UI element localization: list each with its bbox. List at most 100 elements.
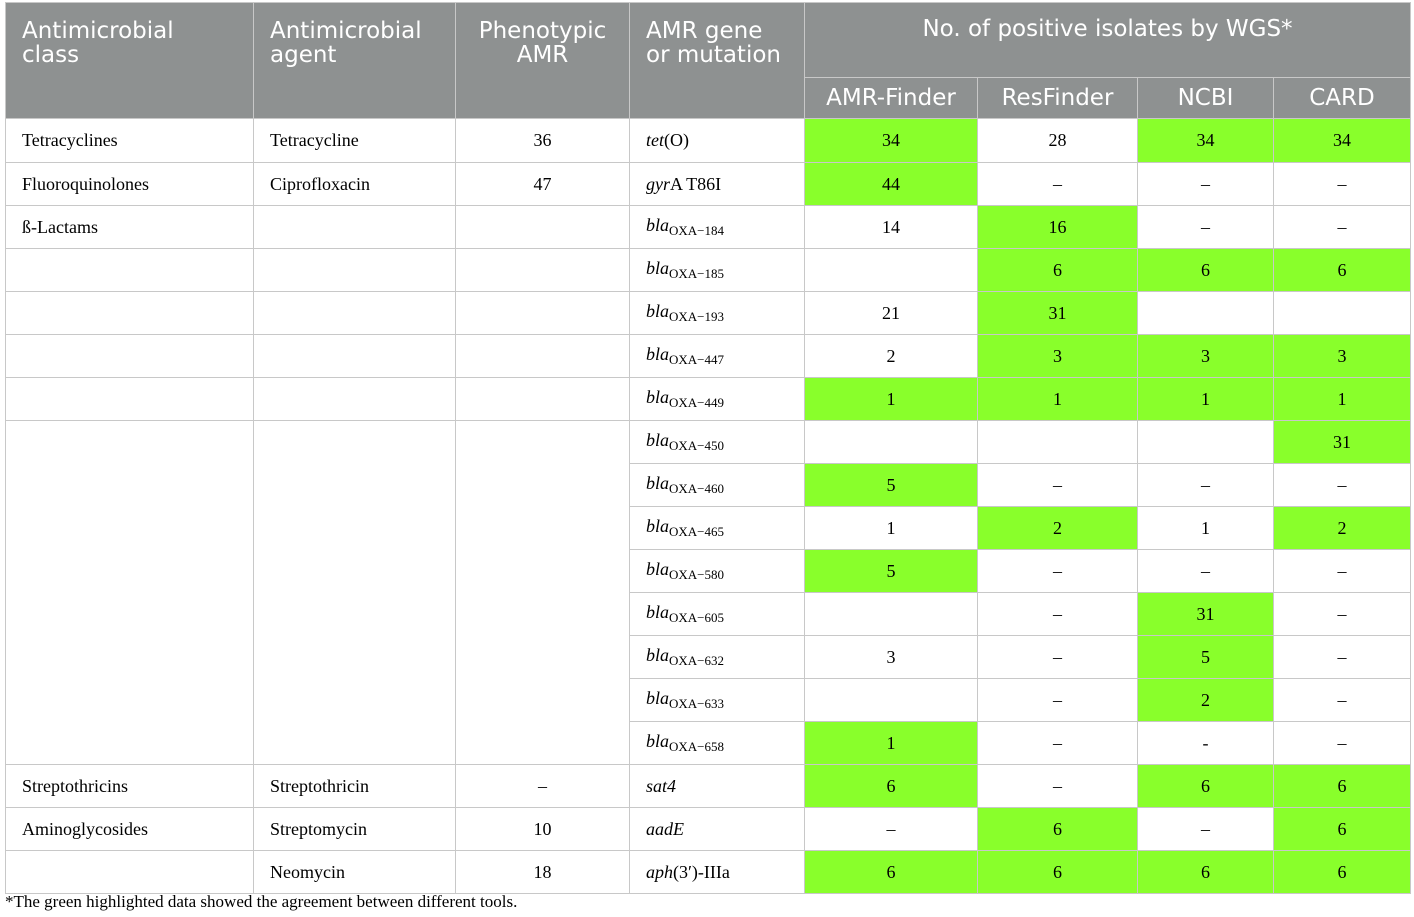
cell-count-ncbi: 3 [1137, 334, 1274, 378]
cell-count-amrfinder: 1 [804, 506, 978, 550]
cell-count-card: 31 [1272, 420, 1412, 464]
cell-count-card: – [1272, 678, 1412, 722]
header-positive-isolates: No. of positive isolates by WGS* [803, 2, 1412, 78]
cell-amr-gene: blaOXA−193 [629, 291, 805, 335]
table-row: blaOXA−185 6 6 6 [5, 248, 1412, 292]
amr-table: Antimicrobial class Antimicrobial agent … [5, 2, 1412, 894]
cell-count-amrfinder: 44 [804, 162, 978, 206]
cell-antimicrobial-agent [253, 248, 456, 292]
cell-phenotypic-amr [455, 248, 630, 292]
cell-amr-gene: blaOXA−185 [629, 248, 805, 292]
cell-amr-gene: tet(O) [629, 118, 805, 163]
gene-name: bla [646, 215, 670, 235]
cell-count-ncbi: 31 [1137, 592, 1274, 636]
gene-name: bla [646, 387, 670, 407]
cell-count-resfinder: 2 [977, 506, 1138, 550]
cell-antimicrobial-class [5, 850, 254, 894]
gene-name: aadE [646, 818, 684, 839]
gene-suffix: (3′)-IIIa [673, 861, 730, 882]
cell-antimicrobial-agent [253, 291, 456, 335]
cell-count-amrfinder: 1 [804, 377, 978, 421]
cell-antimicrobial-agent [253, 377, 456, 421]
cell-antimicrobial-class [5, 377, 254, 421]
cell-antimicrobial-agent: Streptothricin [253, 764, 456, 808]
cell-amr-gene: blaOXA−465 [629, 506, 805, 550]
gene-name: aph [646, 861, 673, 882]
gene-name: bla [646, 688, 670, 708]
table-row: blaOXA−460 5– – – [6, 463, 1412, 507]
cell-count-card: 3 [1272, 334, 1412, 378]
table-row: blaOXA−632 3–5– [6, 635, 1412, 679]
cell-amr-gene: blaOXA−460 [629, 463, 805, 507]
table-row: blaOXA−658 1– - – [6, 721, 1412, 765]
cell-amr-gene: blaOXA−605 [629, 592, 805, 636]
cell-count-amrfinder [804, 248, 978, 292]
header-phenotypic-amr: Phenotypic AMR [455, 2, 630, 119]
gene-name: bla [646, 473, 670, 493]
cell-phenotypic-amr: 36 [455, 118, 630, 163]
header-amr-gene: AMR gene or mutation [629, 2, 805, 119]
table-row: Aminoglycosides Streptomycin 10 aadE –6–6 [5, 807, 1412, 851]
gene-variant: OXA−580 [669, 567, 725, 582]
cell-phenotypic-amr [455, 334, 630, 378]
cell-count-ncbi: 1 [1137, 506, 1274, 550]
cell-antimicrobial-class: Tetracyclines [5, 118, 254, 163]
cell-count-resfinder: 1 [977, 377, 1138, 421]
gene-variant: OXA−633 [669, 696, 725, 711]
cell-count-resfinder: 6 [977, 850, 1138, 894]
cell-count-amrfinder [804, 592, 978, 636]
table-row: Neomycin 18 aph(3′)-IIIa 6 6 6 6 [5, 850, 1412, 894]
table-row: blaOXA−449 1 1 1 1 [5, 377, 1412, 421]
gene-name: bla [646, 559, 670, 579]
cell-count-amrfinder: 3 [804, 635, 978, 679]
cell-amr-gene: blaOXA−580 [629, 549, 805, 593]
cell-count-card: 6 [1272, 807, 1412, 851]
gene-variant: OXA−658 [669, 739, 725, 754]
cell-count-card: – [1272, 635, 1412, 679]
cell-count-amrfinder [804, 678, 978, 722]
cell-count-amrfinder: 6 [804, 764, 978, 808]
cell-count-amrfinder: 14 [804, 205, 978, 249]
cell-phenotypic-amr [455, 205, 630, 249]
table-row: blaOXA−450 31 [5, 420, 1412, 765]
cell-amr-gene: blaOXA−184 [629, 205, 805, 249]
gene-variant: OXA−184 [669, 223, 725, 238]
header-tool-card: CARD [1272, 77, 1412, 119]
cell-count-ncbi: 6 [1137, 850, 1274, 894]
cell-amr-gene: blaOXA−633 [629, 678, 805, 722]
cell-antimicrobial-agent: Neomycin [253, 850, 456, 894]
cell-count-resfinder: 6 [977, 248, 1138, 292]
cell-count-resfinder: 6 [977, 807, 1138, 851]
table-row: ß-Lactams blaOXA−184 14 16– – [5, 205, 1412, 249]
cell-count-ncbi [1137, 291, 1274, 335]
cell-amr-gene: blaOXA−632 [629, 635, 805, 679]
gene-name: gyr [646, 173, 670, 194]
cell-amr-gene: blaOXA−658 [629, 721, 805, 765]
header-antimicrobial-class: Antimicrobial class [5, 2, 254, 119]
gene-name: bla [646, 602, 670, 622]
gene-name: sat4 [646, 775, 677, 796]
cell-count-amrfinder: 2 [804, 334, 978, 378]
cell-count-resfinder: – [977, 463, 1138, 507]
cell-count-resfinder: – [977, 678, 1138, 722]
gene-name: bla [646, 430, 670, 450]
cell-count-amrfinder: 21 [804, 291, 978, 335]
cell-count-card: 6 [1272, 850, 1412, 894]
cell-antimicrobial-class [5, 420, 254, 765]
cell-phenotypic-amr [455, 420, 630, 765]
cell-count-resfinder: – [977, 635, 1138, 679]
cell-count-resfinder: – [977, 764, 1138, 808]
cell-amr-gene: aadE [629, 807, 805, 851]
gene-suffix: (O) [664, 130, 689, 150]
cell-count-card [1272, 291, 1412, 335]
cell-count-card: – [1272, 721, 1412, 765]
cell-count-amrfinder [804, 420, 978, 464]
cell-amr-gene: aph(3′)-IIIa [629, 850, 805, 894]
cell-count-card: – [1272, 463, 1412, 507]
table-row: blaOXA−633 –2– [6, 678, 1412, 722]
cell-antimicrobial-agent [253, 205, 456, 249]
cell-count-card: 1 [1272, 377, 1412, 421]
gene-variant: OXA−465 [669, 524, 725, 539]
cell-antimicrobial-agent [253, 420, 456, 765]
cell-count-ncbi [1137, 420, 1274, 464]
